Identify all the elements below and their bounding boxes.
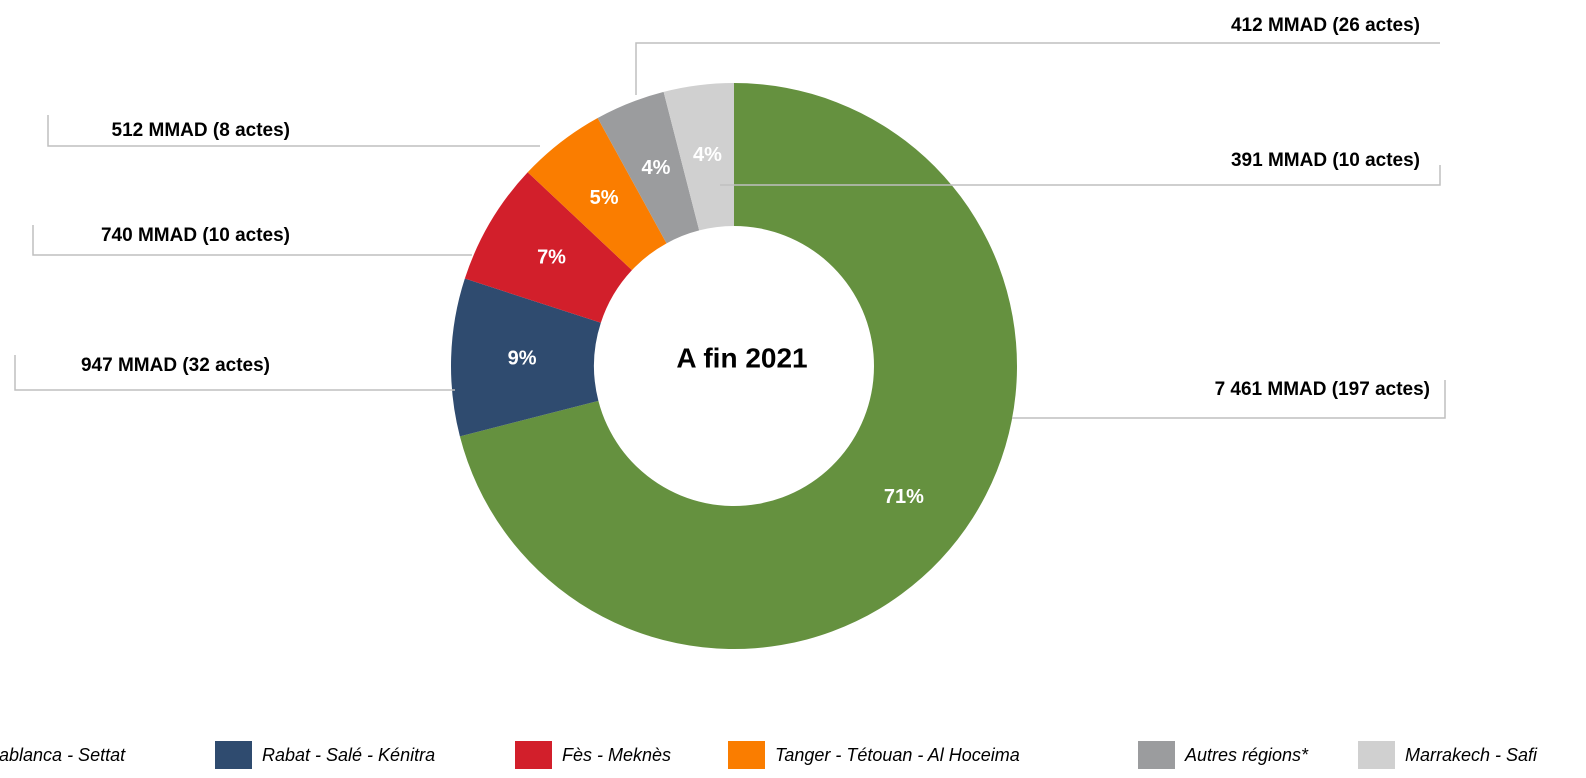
leader-line bbox=[720, 165, 1441, 186]
legend-label: Autres régions* bbox=[1184, 745, 1309, 765]
legend-label: Marrakech - Safi bbox=[1405, 745, 1538, 765]
legend-label: Rabat - Salé - Kénitra bbox=[262, 745, 435, 765]
percent-label: 7% bbox=[537, 246, 566, 268]
leader-line bbox=[1012, 380, 1446, 419]
donut-slice bbox=[464, 172, 632, 323]
percent-label: 4% bbox=[642, 157, 671, 179]
leader-line bbox=[47, 115, 540, 147]
donut-slice bbox=[527, 118, 667, 271]
donut-slice bbox=[451, 278, 601, 437]
percent-label: 5% bbox=[590, 187, 619, 209]
donut-slice bbox=[663, 83, 734, 231]
annotation: 7 461 MMAD (197 actes) bbox=[1215, 379, 1430, 400]
percent-label: 4% bbox=[693, 144, 722, 166]
donut-slice bbox=[459, 83, 1018, 649]
legend-label: Tanger - Tétouan - Al Hoceima bbox=[775, 745, 1020, 765]
annotation: 512 MMAD (8 actes) bbox=[112, 120, 290, 141]
donut-slice bbox=[597, 91, 700, 244]
legend-swatch bbox=[728, 741, 765, 769]
annotation: 412 MMAD (26 actes) bbox=[1231, 15, 1420, 36]
legend-swatch bbox=[1358, 741, 1395, 769]
legend-label: Casablanca - Settat bbox=[0, 745, 126, 765]
leader-line bbox=[32, 225, 472, 256]
center-label: A fin 2021 bbox=[676, 342, 807, 373]
annotation: 947 MMAD (32 actes) bbox=[81, 355, 270, 376]
legend-swatch bbox=[1138, 741, 1175, 769]
legend-swatch bbox=[515, 741, 552, 769]
percent-label: 9% bbox=[508, 348, 537, 370]
legend-label: Fès - Meknès bbox=[562, 745, 671, 765]
annotation: 391 MMAD (10 actes) bbox=[1231, 150, 1420, 171]
percent-label: 71% bbox=[884, 486, 924, 508]
legend-swatch bbox=[215, 741, 252, 769]
leader-line bbox=[635, 42, 1440, 95]
leader-line bbox=[14, 355, 455, 391]
annotation: 740 MMAD (10 actes) bbox=[101, 225, 290, 246]
